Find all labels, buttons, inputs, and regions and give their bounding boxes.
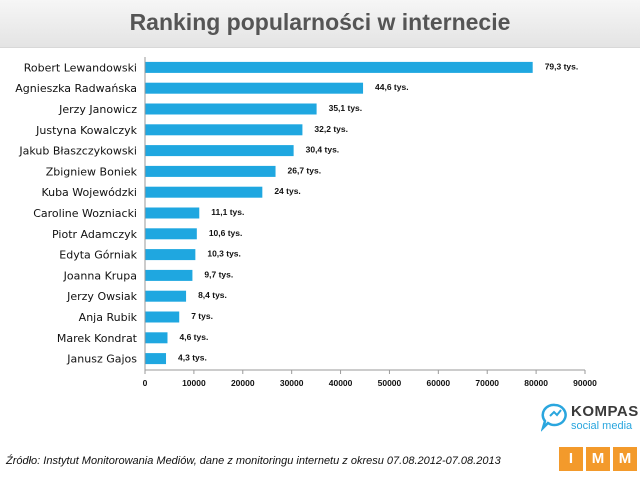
bar <box>145 82 364 94</box>
bar <box>145 228 197 240</box>
bar <box>145 207 200 219</box>
bar <box>145 165 276 177</box>
bar <box>145 290 187 302</box>
value-label: 32,2 tys. <box>314 124 348 134</box>
x-tick-label: 30000 <box>280 378 304 388</box>
value-label: 8,4 tys. <box>198 290 227 300</box>
imm-logo-letter: M <box>586 447 610 471</box>
category-label: Anja Rubik <box>79 311 138 324</box>
bar <box>145 311 180 323</box>
x-tick-label: 40000 <box>329 378 353 388</box>
category-label: Piotr Adamczyk <box>52 228 138 241</box>
category-label: Jerzy Janowicz <box>58 103 137 116</box>
bar <box>145 61 533 73</box>
bar <box>145 145 294 157</box>
source-note: Źródło: Instytut Monitorowania Mediów, d… <box>6 455 501 467</box>
category-label: Joanna Krupa <box>63 269 137 282</box>
value-label: 7 tys. <box>191 311 213 321</box>
bar <box>145 186 263 198</box>
value-label: 26,7 tys. <box>288 165 322 175</box>
kompas-logo-subtitle: social media <box>571 420 633 432</box>
value-label: 10,3 tys. <box>207 249 241 259</box>
x-tick-label: 10000 <box>182 378 206 388</box>
value-label: 10,6 tys. <box>209 228 243 238</box>
category-label: Agnieszka Radwańska <box>15 82 137 95</box>
category-label: Edyta Górniak <box>59 249 137 262</box>
category-label: Robert Lewandowski <box>24 61 137 74</box>
x-tick-label: 90000 <box>573 378 597 388</box>
category-label: Zbigniew Boniek <box>46 165 138 178</box>
value-label: 30,4 tys. <box>306 145 340 155</box>
value-label: 44,6 tys. <box>375 82 409 92</box>
value-label: 35,1 tys. <box>329 103 363 113</box>
category-label: Kuba Wojewódzki <box>41 186 137 199</box>
bar <box>145 249 196 261</box>
bar <box>145 332 168 344</box>
chart-title: Ranking popularności w internecie <box>129 9 511 35</box>
value-label: 24 tys. <box>274 186 300 196</box>
kompas-logo: KOMPAS social media <box>541 402 639 436</box>
category-label: Justyna Kowalczyk <box>35 124 137 137</box>
speech-bubble-icon <box>541 403 567 432</box>
category-label: Jerzy Owsiak <box>66 290 137 303</box>
category-label: Janusz Gajos <box>66 353 137 366</box>
x-tick-label: 20000 <box>231 378 255 388</box>
imm-logo-letter: I <box>559 447 583 471</box>
imm-logo: I M M <box>559 447 639 473</box>
category-label: Jakub Błaszczykowski <box>18 145 137 158</box>
value-label: 79,3 tys. <box>545 61 579 71</box>
x-tick-label: 80000 <box>524 378 548 388</box>
category-label: Marek Kondrat <box>57 332 138 345</box>
bar <box>145 124 303 136</box>
bar-chart: Robert Lewandowski 79,3 tys. Agnieszka Rad… <box>15 57 597 388</box>
x-tick-label: 60000 <box>427 378 451 388</box>
x-tick-label: 0 <box>143 378 148 388</box>
x-tick-label: 50000 <box>378 378 402 388</box>
bar <box>145 353 167 365</box>
imm-logo-letter: M <box>613 447 637 471</box>
kompas-logo-name: KOMPAS <box>571 403 639 420</box>
value-label: 4,6 tys. <box>179 332 208 342</box>
bar <box>145 269 193 281</box>
x-tick-label: 70000 <box>475 378 499 388</box>
value-label: 11,1 tys. <box>211 207 244 217</box>
bar <box>145 103 317 115</box>
value-label: 4,3 tys. <box>178 353 207 363</box>
value-label: 9,7 tys. <box>204 269 233 279</box>
title-band <box>0 0 640 48</box>
category-label: Caroline Wozniacki <box>33 207 137 220</box>
